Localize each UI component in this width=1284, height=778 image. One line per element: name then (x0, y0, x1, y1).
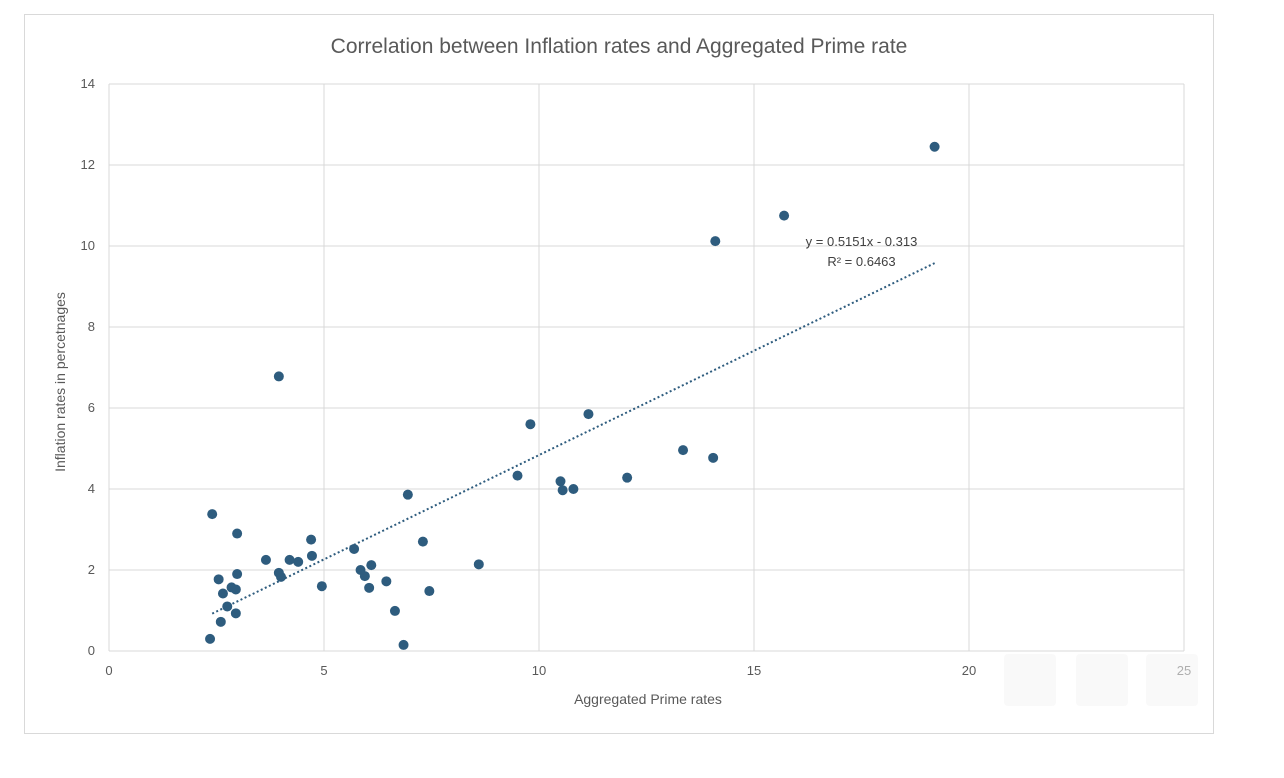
data-point (417, 536, 428, 547)
scatter-chart: Correlation between Inflation rates and … (52, 35, 1192, 707)
axis-ticks: 024681012140510152025 (81, 76, 1192, 678)
trendline-r2: R² = 0.6463 (827, 254, 895, 269)
trendline (211, 262, 936, 615)
data-point (583, 409, 594, 420)
data-point (779, 210, 790, 221)
data-point (568, 484, 579, 494)
y-tick-label: 14 (81, 76, 95, 91)
data-point (473, 559, 484, 570)
chart-filters-icon[interactable] (1146, 654, 1198, 706)
data-point (230, 584, 241, 595)
data-point (398, 639, 409, 650)
data-point (710, 236, 721, 247)
data-point (213, 574, 224, 585)
data-point (273, 371, 284, 382)
data-point (381, 576, 392, 587)
data-point (929, 141, 940, 152)
chart-elements-icon[interactable] (1004, 654, 1056, 706)
data-point (402, 489, 413, 500)
x-tick-label: 0 (105, 663, 112, 678)
data-point (230, 608, 241, 619)
data-point (512, 470, 523, 481)
trendline-equation: y = 0.5151x - 0.313 (806, 234, 918, 249)
chart-frame[interactable]: Correlation between Inflation rates and … (24, 14, 1214, 734)
data-point (306, 550, 317, 561)
data-point (222, 601, 233, 612)
data-point (306, 534, 317, 545)
data-point (678, 445, 689, 456)
data-point (389, 605, 400, 616)
y-tick-label: 8 (88, 319, 95, 334)
data-point (217, 588, 228, 599)
x-tick-label: 20 (962, 663, 976, 678)
y-tick-label: 10 (81, 238, 95, 253)
data-point (708, 452, 719, 463)
data-point (260, 554, 271, 565)
y-tick-label: 4 (88, 481, 95, 496)
data-point (215, 616, 226, 627)
data-point (424, 586, 435, 597)
data-point (349, 543, 360, 554)
data-point (293, 556, 304, 567)
data-point (207, 509, 218, 520)
data-point (557, 485, 568, 496)
y-tick-label: 12 (81, 157, 95, 172)
data-point (359, 571, 370, 582)
data-point (364, 582, 375, 593)
y-tick-label: 6 (88, 400, 95, 415)
x-tick-label: 15 (747, 663, 761, 678)
data-point (276, 571, 286, 582)
data-point (316, 581, 327, 592)
data-point (232, 528, 243, 539)
gridlines (108, 83, 1185, 652)
data-point (555, 476, 566, 487)
data-point (232, 569, 243, 580)
data-point (284, 554, 295, 565)
x-tick-label: 10 (532, 663, 546, 678)
data-point (622, 472, 633, 483)
data-point (205, 633, 216, 644)
data-point (525, 419, 536, 430)
x-axis-title: Aggregated Prime rates (574, 691, 722, 707)
y-tick-label: 2 (88, 562, 95, 577)
data-points (205, 141, 940, 650)
y-axis-title: Inflation rates in percetnages (52, 292, 68, 472)
chart-styles-icon[interactable] (1076, 654, 1128, 706)
y-tick-label: 0 (88, 643, 95, 658)
chart-title: Correlation between Inflation rates and … (331, 35, 908, 58)
trendline-group (211, 262, 936, 615)
data-point (366, 560, 377, 571)
x-tick-label: 5 (320, 663, 327, 678)
